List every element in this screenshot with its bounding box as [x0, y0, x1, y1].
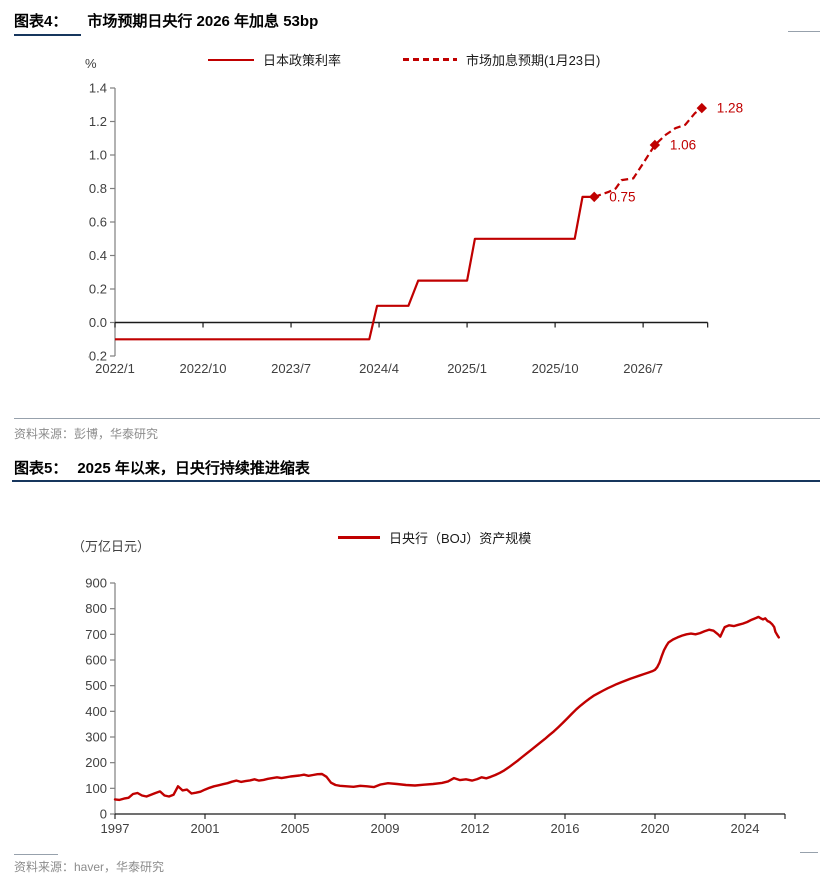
svg-text:2005: 2005: [281, 821, 310, 836]
figure5-source: 资料来源：haver，华泰研究: [14, 860, 165, 874]
svg-text:2024/4: 2024/4: [359, 361, 399, 376]
svg-text:2023/7: 2023/7: [271, 361, 311, 376]
figure4-source: 资料来源：彭博，华泰研究: [14, 427, 159, 441]
svg-text:2025/10: 2025/10: [532, 361, 579, 376]
svg-text:500: 500: [85, 678, 107, 693]
svg-text:2024: 2024: [731, 821, 760, 836]
figure4-source-divider: [14, 418, 820, 419]
svg-text:200: 200: [85, 755, 107, 770]
svg-text:600: 600: [85, 653, 107, 668]
legend-label: 市场加息预期(1月23日): [466, 53, 601, 68]
svg-text:1.28: 1.28: [717, 101, 743, 116]
svg-text:900: 900: [85, 576, 107, 591]
figure4-label: 图表4：: [14, 10, 82, 36]
figure5-unit-label: （万亿日元）: [72, 539, 151, 554]
solid-line-swatch: [338, 536, 380, 539]
svg-text:2009: 2009: [371, 821, 400, 836]
figure5-legend: 日央行（BOJ）资产规模: [338, 528, 531, 547]
legend-item-policy-rate: 日本政策利率: [208, 50, 341, 69]
svg-text:0.6: 0.6: [89, 215, 107, 230]
svg-text:1.0: 1.0: [89, 148, 107, 163]
svg-text:2020: 2020: [641, 821, 670, 836]
policy-rate-chart: -0.2 0.0 0.2 0.4 0.6 0.8 1.0 1.2 1.4 2022/1 2022/1…: [88, 81, 743, 377]
svg-text:1.4: 1.4: [89, 81, 107, 96]
boj-assets-chart: 0 100 200 300 400 500 600 700 800 900 1997 2001 2005…: [85, 576, 786, 836]
top-right-divider: [788, 31, 820, 32]
svg-text:100: 100: [85, 781, 107, 796]
svg-text:0.8: 0.8: [89, 181, 107, 196]
legend-item-boj-assets: 日央行（BOJ）资产规模: [338, 528, 531, 547]
figure4-header: 图表4： 市场预期日央行 2026 年加息 53bp: [14, 10, 318, 36]
svg-text:0.0: 0.0: [89, 315, 107, 330]
solid-line-swatch: [208, 58, 254, 61]
svg-text:400: 400: [85, 704, 107, 719]
svg-text:1.06: 1.06: [670, 137, 696, 152]
figure4-title: 市场预期日央行 2026 年加息 53bp: [87, 13, 319, 30]
legend-label: 日央行（BOJ）资产规模: [389, 531, 532, 546]
svg-text:700: 700: [85, 627, 107, 642]
figure5-label: 图表5：: [14, 460, 68, 477]
svg-text:0.4: 0.4: [89, 248, 107, 263]
svg-text:1997: 1997: [101, 821, 130, 836]
legend-item-market-expectation: 市场加息预期(1月23日): [403, 50, 600, 69]
figure5-header: 图表5： 2025 年以来，日央行持续推进缩表: [14, 457, 310, 478]
svg-text:-0.2: -0.2: [88, 349, 107, 364]
svg-text:0.2: 0.2: [89, 282, 107, 297]
svg-text:0: 0: [100, 807, 107, 822]
figure4-legend: 日本政策利率 市场加息预期(1月23日): [208, 50, 600, 69]
figure4-unit-label: %: [85, 56, 97, 71]
figure5-source-divider: [14, 854, 58, 855]
legend-label: 日本政策利率: [263, 53, 342, 68]
dashed-line-swatch: [403, 58, 458, 61]
bottom-right-divider: [800, 852, 818, 853]
svg-text:2001: 2001: [191, 821, 220, 836]
svg-text:1.2: 1.2: [89, 114, 107, 129]
svg-text:2022/1: 2022/1: [95, 361, 135, 376]
figure5-title-underline: [12, 480, 820, 482]
svg-text:2022/10: 2022/10: [180, 361, 227, 376]
figure5-title: 2025 年以来，日央行持续推进缩表: [77, 460, 310, 477]
svg-text:2026/7: 2026/7: [623, 361, 663, 376]
svg-text:0.75: 0.75: [609, 189, 635, 204]
svg-text:800: 800: [85, 601, 107, 616]
svg-text:2025/1: 2025/1: [447, 361, 487, 376]
svg-text:2012: 2012: [461, 821, 490, 836]
svg-text:2016: 2016: [551, 821, 580, 836]
svg-text:300: 300: [85, 730, 107, 745]
